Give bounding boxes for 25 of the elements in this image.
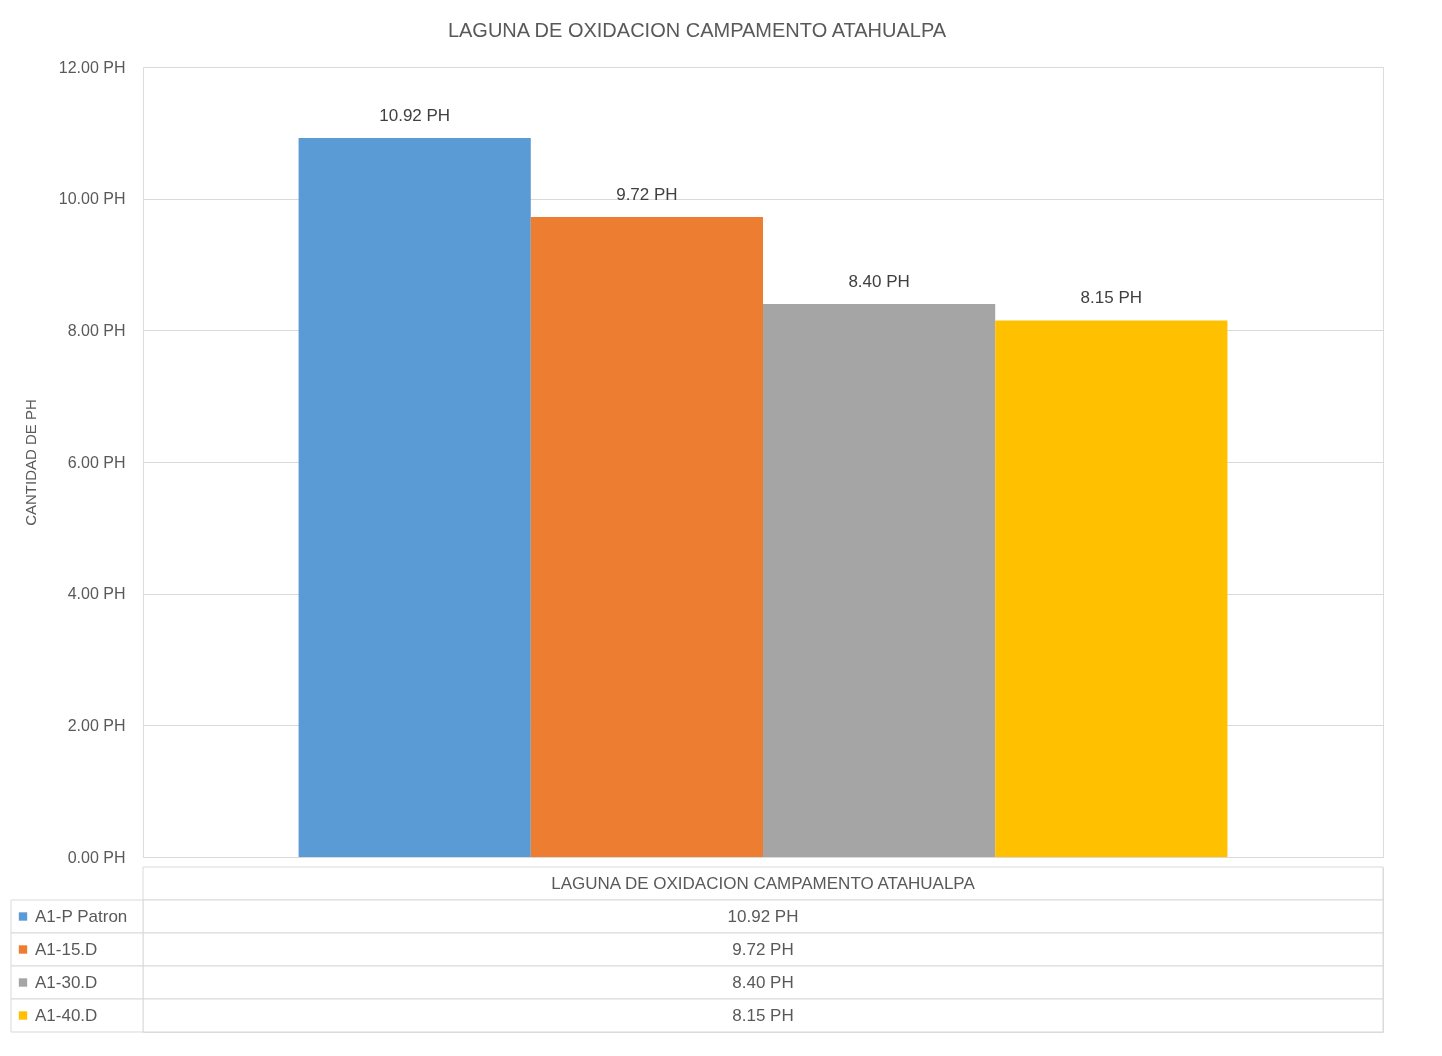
text: 10.92 PH [727, 906, 799, 926]
y-axis-title: CANTIDAD DE PH [21, 399, 39, 526]
legend-label: A1-15.D [35, 939, 98, 959]
data-label: 8.15 PH [1080, 288, 1143, 308]
bar [995, 320, 1228, 857]
y-tick-label: 10.00 PH [58, 190, 126, 208]
y-tick-label: 0.00 PH [67, 848, 126, 866]
y-tick-label: 2.00 PH [67, 716, 126, 734]
legend-label: A1-P Patron [35, 906, 128, 926]
bar [298, 138, 531, 857]
text: 8.15 PH [732, 1005, 794, 1025]
text: 8.40 PH [732, 972, 794, 992]
data-label: 9.72 PH [616, 185, 678, 205]
bar [763, 304, 996, 857]
bar [530, 217, 763, 857]
y-tick-label: 4.00 PH [67, 585, 126, 603]
y-tick-label: 12.00 PH [58, 58, 126, 76]
chart-title: LAGUNA DE OXIDACION CAMPAMENTO ATAHUALPA [447, 18, 947, 41]
data-label: 8.40 PH [848, 272, 910, 291]
legend-label: A1-40.D [35, 1005, 98, 1025]
legend-label: A1-30.D [35, 972, 98, 992]
data-label: 10.92 PH [379, 106, 451, 126]
y-tick-label: 8.00 PH [67, 321, 126, 339]
y-tick-label: 6.00 PH [67, 453, 126, 471]
text: 9.72 PH [732, 939, 794, 959]
